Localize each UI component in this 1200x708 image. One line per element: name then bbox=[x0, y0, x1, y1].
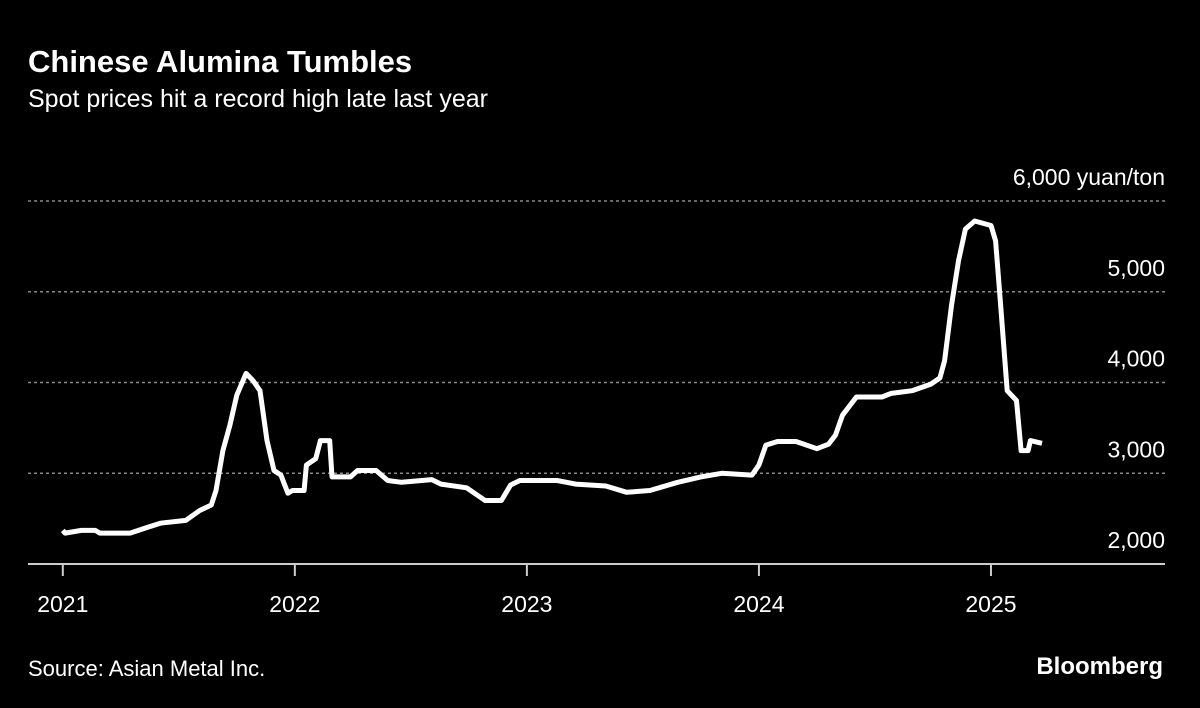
brand: Bloomberg bbox=[1036, 653, 1163, 680]
x-tick-label: 2025 bbox=[965, 591, 1016, 617]
chart-subtitle: Spot prices hit a record high late last … bbox=[28, 85, 488, 113]
x-tick-label: 2024 bbox=[733, 591, 784, 617]
chart-title: Chinese Alumina Tumbles bbox=[28, 44, 412, 79]
x-tick-label: 2021 bbox=[37, 591, 88, 617]
y-tick-label: 6,000 yuan/ton bbox=[1013, 164, 1165, 190]
x-tick-label: 2023 bbox=[501, 591, 552, 617]
source: Source: Asian Metal Inc. bbox=[28, 656, 265, 681]
y-tick-label: 3,000 bbox=[1107, 436, 1165, 462]
y-tick-label: 4,000 bbox=[1107, 346, 1165, 372]
y-tick-label: 5,000 bbox=[1107, 255, 1165, 281]
y-tick-label: 2,000 bbox=[1107, 527, 1165, 553]
price-line bbox=[60, 218, 1043, 536]
x-tick-label: 2022 bbox=[269, 591, 320, 617]
